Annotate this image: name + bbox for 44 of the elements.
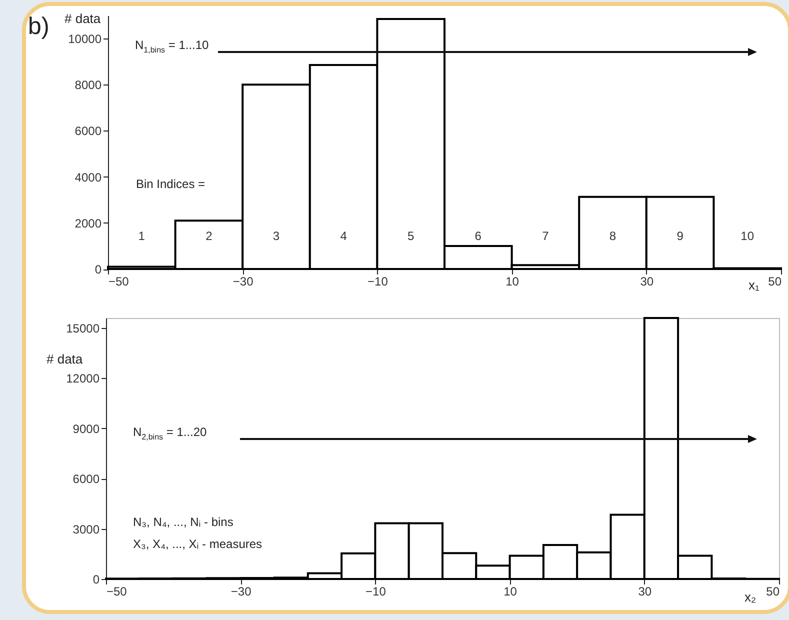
annotation: 8 bbox=[609, 229, 616, 243]
x-tick-label: −50 bbox=[108, 274, 130, 288]
y-tick-label: 12000 bbox=[66, 372, 100, 386]
y-tick-label: 8000 bbox=[74, 78, 102, 92]
x-tick-label: −10 bbox=[368, 274, 388, 288]
x-tick-label: 50 bbox=[768, 274, 782, 288]
y-axis-title: # data bbox=[64, 11, 102, 26]
annotation: 2 bbox=[206, 229, 213, 243]
x-axis-title: x₂ bbox=[744, 590, 756, 604]
y-tick-label: 2000 bbox=[74, 216, 102, 230]
x-tick-label: −50 bbox=[106, 584, 128, 598]
y-tick-label: 10000 bbox=[68, 32, 102, 46]
x-tick-label: 30 bbox=[638, 584, 652, 598]
y-tick-label: 3000 bbox=[72, 522, 100, 536]
annotation: 1 bbox=[138, 229, 146, 243]
x-tick-label: −10 bbox=[366, 584, 386, 598]
y-axis-title: # data bbox=[46, 352, 84, 366]
annotation: 6 bbox=[474, 229, 482, 243]
y-tick-label: 0 bbox=[92, 572, 100, 586]
annotation: 9 bbox=[676, 229, 684, 243]
y-tick-label: 15000 bbox=[66, 322, 100, 336]
annotation: N$_{1,bins}$ = 1...10 bbox=[135, 38, 209, 56]
annotation: N$_{2,bins}$ = 1...20 bbox=[133, 425, 207, 444]
x-axis-title: x₁ bbox=[748, 278, 760, 292]
y-tick-label: 6000 bbox=[72, 472, 100, 486]
y-tick-label: 0 bbox=[94, 262, 102, 276]
x-tick-label: 10 bbox=[506, 274, 520, 288]
x-tick-label: 50 bbox=[766, 584, 780, 598]
x-tick-label: 10 bbox=[504, 584, 518, 598]
annotation: 5 bbox=[408, 229, 415, 243]
annotation: 3 bbox=[272, 229, 280, 243]
y-tick-label: 4000 bbox=[74, 170, 102, 184]
x-tick-label: 30 bbox=[640, 274, 654, 288]
annotation: X₃, X₄, ..., Xᵢ - measures bbox=[133, 537, 262, 551]
annotation: Bin Indices = bbox=[136, 177, 206, 191]
y-tick-label: 9000 bbox=[72, 422, 100, 436]
x-tick-label: −30 bbox=[232, 274, 254, 288]
annotation: 10 bbox=[740, 229, 754, 243]
annotation: N₃, N₄, ..., Nᵢ - bins bbox=[133, 515, 234, 529]
x-tick-label: −30 bbox=[230, 584, 252, 598]
annotation: 4 bbox=[340, 229, 348, 243]
text: b) bbox=[28, 13, 50, 40]
y-tick-label: 6000 bbox=[74, 124, 102, 138]
annotation: 7 bbox=[542, 229, 550, 243]
